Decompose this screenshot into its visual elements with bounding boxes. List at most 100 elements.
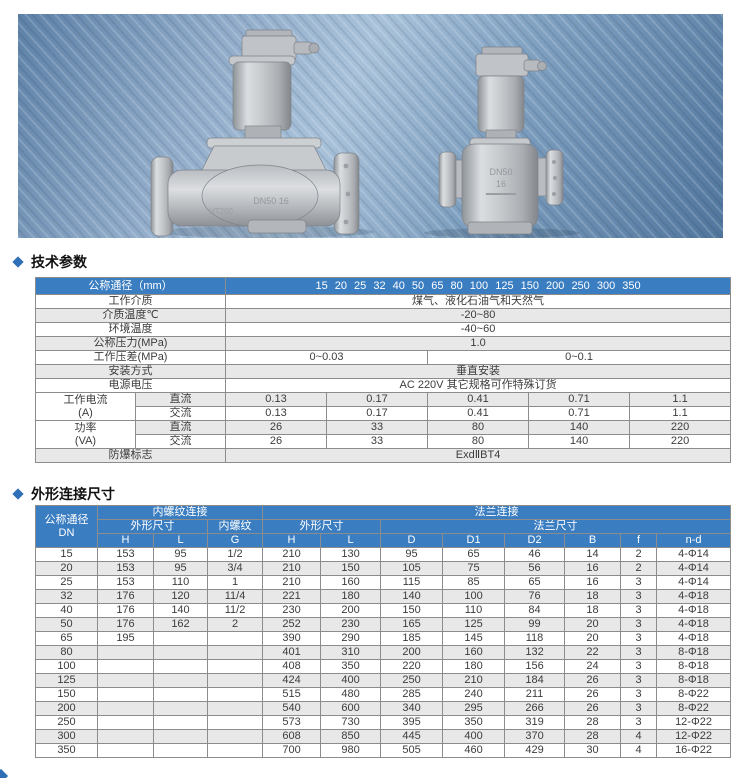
row-value: 140 xyxy=(528,420,631,435)
dim-table-cell: 390 xyxy=(262,631,322,646)
dim-table-cell xyxy=(206,659,264,674)
dim-table-cell: 153 xyxy=(97,575,154,590)
table-row: 功率 (VA) 直流 26 33 80 140 220 xyxy=(35,420,732,449)
dim-table-cell: 3 xyxy=(620,589,658,604)
dim-table-cell: 4 xyxy=(620,743,658,758)
dim-table-cell: 160 xyxy=(442,645,506,660)
right-valve-base xyxy=(467,221,533,235)
bolt-hole xyxy=(552,160,556,164)
dim-table-cell: 515 xyxy=(262,687,322,702)
valves-illustration: DN50 16 HT200 xyxy=(150,29,580,238)
dim-table-row: 350 700 980 505 460 429 30 4 16-Φ22 xyxy=(35,743,732,758)
dim-table-cell: 200 xyxy=(380,645,444,660)
dim-table-cell: 150 xyxy=(380,603,444,618)
dim-table-cell: 22 xyxy=(564,645,622,660)
dim-col-header: D xyxy=(380,533,444,548)
dim-table-cell: 3 xyxy=(620,715,658,730)
dim-table-cell: 2 xyxy=(206,617,264,632)
dim-header-row-1: 公称通径 DN 内螺纹连接 法兰连接 xyxy=(35,505,732,548)
dim-table-cell: 150 xyxy=(320,561,382,576)
dim-table-cell: 8-Φ18 xyxy=(656,645,732,660)
row-value: 26 xyxy=(225,420,328,435)
dim-table-cell xyxy=(97,673,154,688)
dim-table-cell: 80 xyxy=(35,645,98,660)
dim-table-cell: 110 xyxy=(153,575,208,590)
dim-table-cell: 3/4 xyxy=(206,561,264,576)
dim-table-cell: 176 xyxy=(97,589,154,604)
dim-table-row: 125 424 400 250 210 184 26 3 8-Φ18 xyxy=(35,673,732,688)
dim-table-cell: 110 xyxy=(442,603,506,618)
label-line: 公称通径 xyxy=(44,513,89,526)
dim-table-cell: 11/2 xyxy=(206,603,264,618)
dim-table-cell: 176 xyxy=(97,617,154,632)
dim-table-cell: 115 xyxy=(380,575,444,590)
row-value: 1.0 xyxy=(225,336,732,351)
dim-table-cell: 32 xyxy=(35,589,98,604)
thread-outline-header: 外形尺寸 xyxy=(97,519,208,534)
dim-table-cell: 3 xyxy=(620,659,658,674)
dim-table-cell: 250 xyxy=(35,715,98,730)
dim-table-cell: 1 xyxy=(206,575,264,590)
dim-table-cell: 395 xyxy=(380,715,444,730)
dim-table-cell xyxy=(206,715,264,730)
dim-table-cell: 573 xyxy=(262,715,322,730)
dim-table-cell: 14 xyxy=(564,547,622,562)
dim-table-row: 25 153 110 1 210 160 115 85 65 16 3 4-Φ14 xyxy=(35,575,732,590)
dim-table-cell: 408 xyxy=(262,659,322,674)
dim-table-cell: 28 xyxy=(564,729,622,744)
dim-table-cell: 180 xyxy=(442,659,506,674)
dim-table-cell: 12-Φ22 xyxy=(656,729,732,744)
dim-table-cell: 4-Φ14 xyxy=(656,561,732,576)
row-value: 140 xyxy=(528,434,631,449)
dim-table-cell xyxy=(97,743,154,758)
dim-table-cell: 370 xyxy=(504,729,566,744)
dim-table-cell: 4-Φ18 xyxy=(656,617,732,632)
dim-table-row: 32 176 120 11/4 221 180 140 100 76 18 3 4-Φ18 xyxy=(35,589,732,604)
table-row: 工作介质 煤气、液化石油气和天然气 xyxy=(34,294,732,309)
dim-table-cell: 540 xyxy=(262,701,322,716)
dim-table-cell: 210 xyxy=(262,561,322,576)
dim-table-row: 250 573 730 395 350 319 28 3 12-Φ22 xyxy=(35,715,732,730)
dim-table-cell: 200 xyxy=(320,603,382,618)
thread-size-header: 内螺纹 xyxy=(206,519,264,534)
dim-table-cell: 3 xyxy=(620,687,658,702)
dim-col-header: L xyxy=(153,533,208,548)
row-label: 环境温度 xyxy=(34,322,227,337)
dim-table-cell: 350 xyxy=(35,743,98,758)
dim-table-cell: 310 xyxy=(320,645,382,660)
row-label: 工作电流 (A) xyxy=(35,392,136,421)
row-label: 防爆标志 xyxy=(34,448,227,463)
dim-table-cell: 3 xyxy=(620,603,658,618)
dim-col-header: G xyxy=(206,533,264,548)
row-value: 0.13 xyxy=(225,392,328,407)
row-label: 工作介质 xyxy=(34,294,227,309)
left-valve: DN50 16 HT200 xyxy=(150,29,374,238)
row-value: 220 xyxy=(629,434,732,449)
dim-table-cell: 400 xyxy=(320,673,382,688)
dim-table-cell xyxy=(206,743,264,758)
dim-table-row: 15 153 95 1/2 210 130 95 65 46 14 2 4-Φ14 xyxy=(35,547,732,562)
dim-table-cell: 156 xyxy=(504,659,566,674)
dim-table-cell: 185 xyxy=(380,631,444,646)
row-value: 26 xyxy=(225,434,328,449)
right-valve-coil xyxy=(477,75,525,133)
dim-table-cell: 76 xyxy=(504,589,566,604)
dim-table-cell: 3 xyxy=(620,617,658,632)
dim-table-cell xyxy=(153,659,208,674)
row-label: 安装方式 xyxy=(34,364,227,379)
dim-table-cell: 176 xyxy=(97,603,154,618)
dim-table-cell: 400 xyxy=(442,729,506,744)
right-valve-left-flange xyxy=(438,151,457,208)
dim-table-cell xyxy=(153,645,208,660)
dim-table-cell: 125 xyxy=(442,617,506,632)
dim-table-cell: 3 xyxy=(620,645,658,660)
dim-table-cell xyxy=(97,645,154,660)
dim-table-cell: 132 xyxy=(504,645,566,660)
dim-table-cell xyxy=(206,687,264,702)
dim-table-cell: 20 xyxy=(35,561,98,576)
dim-table-cell: 130 xyxy=(320,547,382,562)
bolt-hole xyxy=(345,191,351,197)
dim-table-cell: 980 xyxy=(320,743,382,758)
dim-table-cell: 95 xyxy=(380,547,444,562)
